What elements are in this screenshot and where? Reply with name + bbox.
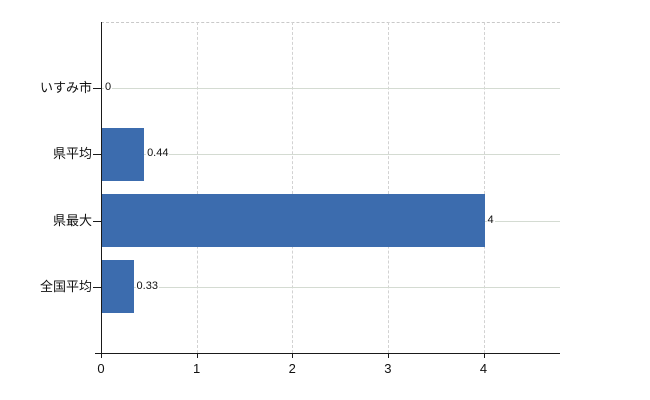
x-axis-tick	[196, 353, 198, 358]
x-tick-label: 1	[193, 361, 201, 376]
value-label: 0.33	[135, 279, 159, 293]
v-gridline	[196, 22, 198, 353]
h-gridline	[101, 88, 560, 90]
value-label: 0	[104, 81, 113, 95]
value-label: 0.44	[146, 147, 170, 161]
category-tick	[93, 88, 101, 90]
category-tick	[93, 220, 101, 222]
x-axis-tick	[387, 353, 389, 358]
plot-top-border	[101, 22, 560, 23]
x-axis-tick	[292, 353, 294, 358]
h-gridline	[101, 286, 560, 288]
category-tick	[93, 154, 101, 156]
x-axis-tick	[101, 353, 102, 358]
v-gridline	[292, 22, 294, 353]
x-tick-label: 0	[97, 361, 105, 376]
bar	[102, 127, 145, 181]
x-tick-label: 4	[479, 361, 488, 376]
x-axis-line	[95, 353, 560, 354]
category-label: いすみ市	[39, 80, 92, 96]
category-label: 県平均	[52, 146, 92, 162]
v-gridline	[483, 22, 485, 353]
y-axis-line	[101, 22, 102, 353]
category-label: 県最大	[52, 212, 92, 228]
x-tick-label: 3	[384, 361, 392, 376]
bar	[102, 260, 134, 314]
x-axis-tick	[483, 353, 485, 358]
value-label: 4	[486, 213, 495, 227]
v-gridline	[387, 22, 389, 353]
bar	[102, 194, 485, 248]
category-label: 全国平均	[39, 278, 92, 294]
category-tick	[93, 286, 101, 288]
h-gridline	[101, 154, 560, 156]
x-tick-label: 2	[288, 361, 296, 376]
